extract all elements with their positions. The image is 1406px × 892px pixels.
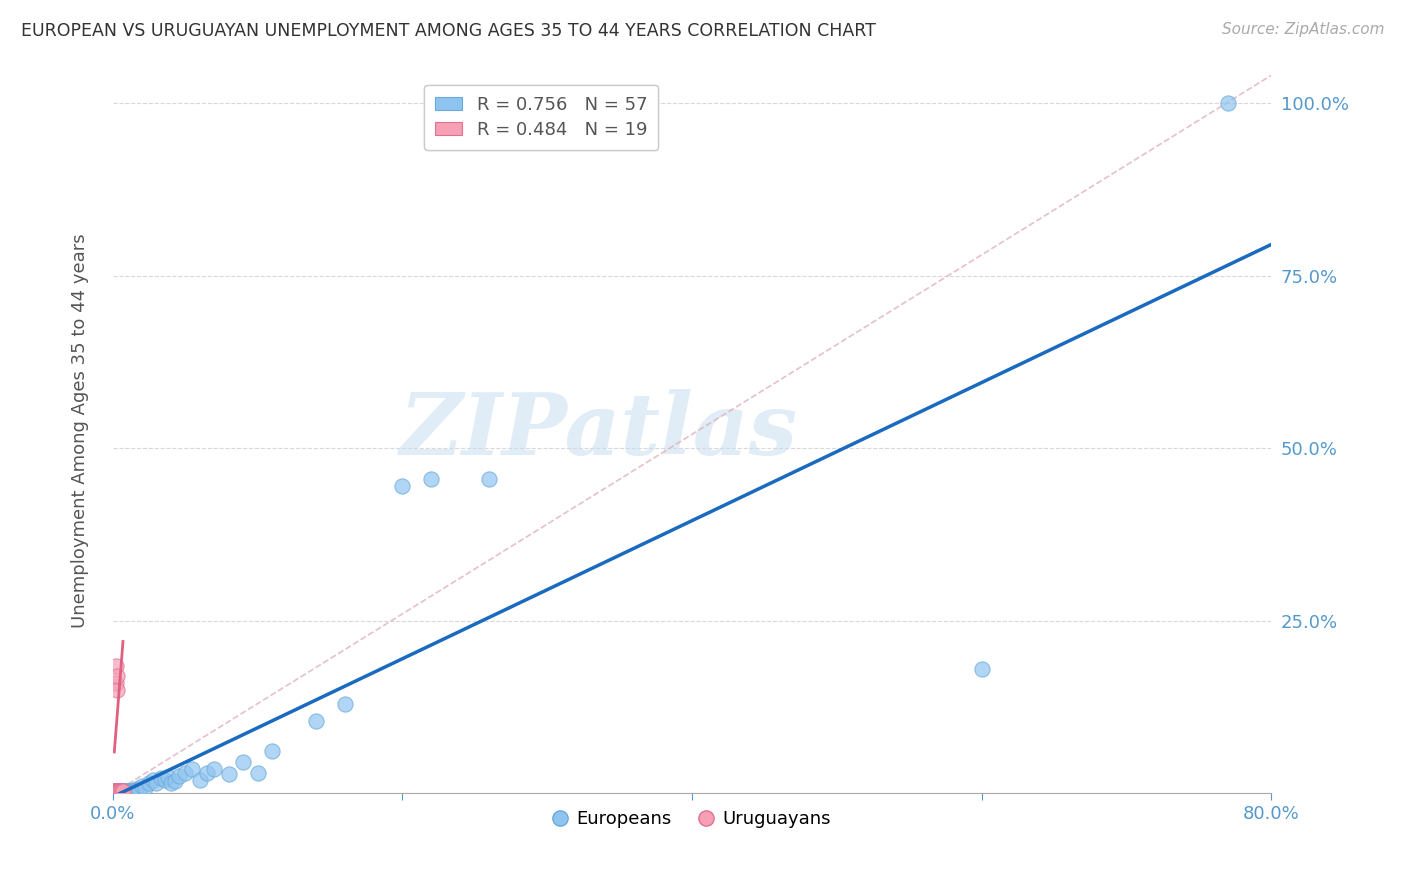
Point (105, 682, 128, 697)
Point (128, 781, 150, 796)
Point (107, 784, 129, 798)
Y-axis label: Unemployment Among Ages 35 to 44 years: Unemployment Among Ages 35 to 44 years (72, 234, 89, 628)
Point (121, 784, 143, 798)
Point (970, 662, 993, 676)
Point (149, 771, 172, 785)
Point (304, 714, 326, 728)
Point (108, 784, 131, 798)
Point (202, 762, 225, 776)
Point (110, 784, 132, 798)
Point (111, 784, 134, 798)
Point (169, 769, 191, 783)
Text: Source: ZipAtlas.com: Source: ZipAtlas.com (1222, 22, 1385, 37)
Point (103, 784, 125, 798)
Point (111, 784, 134, 798)
Point (104, 784, 127, 798)
Point (105, 784, 128, 798)
Point (107, 784, 129, 798)
Point (120, 784, 142, 798)
Point (478, 472, 501, 486)
Point (103, 784, 125, 798)
Point (107, 784, 129, 798)
Point (125, 782, 148, 797)
Point (117, 784, 139, 798)
Point (262, 743, 284, 757)
Point (104, 784, 127, 798)
Point (138, 776, 160, 790)
Point (105, 784, 128, 798)
Point (103, 784, 125, 798)
Text: ZIPatlas: ZIPatlas (401, 389, 799, 473)
Point (103, 784, 125, 798)
Point (117, 784, 139, 798)
Point (420, 472, 443, 486)
Point (110, 784, 132, 798)
Point (108, 784, 131, 798)
Point (122, 784, 145, 798)
Point (108, 784, 131, 798)
Point (108, 784, 131, 798)
Point (159, 776, 181, 790)
Point (104, 784, 127, 798)
Point (153, 772, 176, 787)
Point (110, 784, 132, 798)
Point (142, 772, 165, 787)
Point (188, 772, 211, 787)
Point (246, 765, 269, 780)
Point (115, 784, 138, 798)
Point (108, 784, 131, 798)
Point (104, 676, 127, 690)
Legend: Europeans, Uruguayans: Europeans, Uruguayans (546, 803, 838, 835)
Point (131, 780, 153, 794)
Point (181, 762, 204, 776)
Point (145, 776, 167, 790)
Point (218, 767, 240, 781)
Point (105, 669, 128, 683)
Point (127, 783, 149, 797)
Point (107, 784, 129, 798)
Point (105, 784, 128, 798)
Point (111, 784, 134, 798)
Point (174, 765, 197, 780)
Point (134, 780, 156, 795)
Point (104, 658, 127, 673)
Point (105, 784, 128, 798)
Point (1216, 96, 1239, 111)
Point (195, 765, 218, 780)
Point (114, 784, 136, 798)
Point (165, 773, 187, 788)
Point (156, 771, 179, 785)
Point (105, 784, 128, 798)
Point (391, 479, 413, 493)
Point (232, 756, 254, 770)
Point (110, 784, 132, 798)
Point (333, 697, 356, 711)
Point (124, 784, 146, 798)
Point (107, 784, 129, 798)
Text: EUROPEAN VS URUGUAYAN UNEMPLOYMENT AMONG AGES 35 TO 44 YEARS CORRELATION CHART: EUROPEAN VS URUGUAYAN UNEMPLOYMENT AMONG… (21, 22, 876, 40)
Point (107, 784, 129, 798)
Point (108, 784, 131, 798)
Point (118, 784, 141, 798)
Point (103, 784, 125, 798)
Point (114, 784, 136, 798)
